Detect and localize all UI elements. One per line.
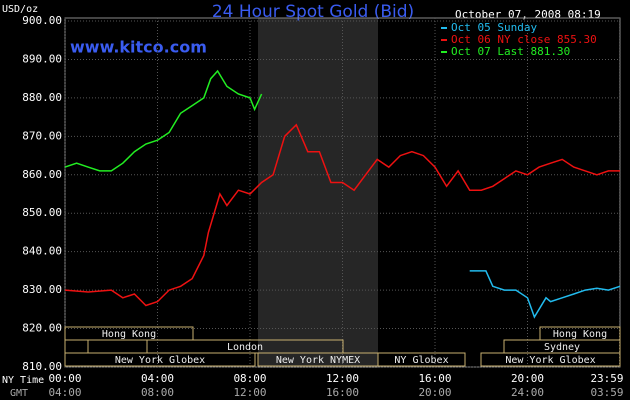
x-tick-label: 12:00 <box>326 372 359 385</box>
timestamp: October 07, 2008 08:19 <box>455 8 601 21</box>
y-tick-label: 850.00 <box>22 206 62 219</box>
session-label: New York Globex <box>115 355 205 366</box>
x-row-label: NY Time <box>2 375 44 386</box>
y-tick-label: 880.00 <box>22 91 62 104</box>
y-tick-label: 900.00 <box>22 14 62 27</box>
x-tick-label: 00:00 <box>48 372 81 385</box>
y-tick-label: 840.00 <box>22 245 62 258</box>
series-line <box>64 123 620 307</box>
gmt-tick-label: 20:00 <box>418 386 451 399</box>
gmt-tick-label: 12:00 <box>233 386 266 399</box>
legend-label: Oct 07 Last 881.30 <box>451 45 570 58</box>
x-row-label: GMT <box>10 388 28 399</box>
session-label: Sydney <box>544 342 580 353</box>
closed-band <box>258 18 378 368</box>
gmt-tick-label: 04:00 <box>48 386 81 399</box>
session-label: NY Globex <box>394 355 448 366</box>
session-label: New York Globex <box>505 355 595 366</box>
x-tick-label: 20:00 <box>511 372 544 385</box>
x-tick-label: 04:00 <box>141 372 174 385</box>
gmt-tick-label: 03:59 <box>590 386 623 399</box>
legend-label: Oct 05 Sunday <box>451 21 537 34</box>
x-tick-label: 08:00 <box>233 372 266 385</box>
site: www.kitco.com <box>70 38 207 57</box>
gmt-tick-label: 24:00 <box>511 386 544 399</box>
y-tick-label: 890.00 <box>22 52 62 65</box>
session-label: Hong Kong <box>553 329 607 340</box>
gmt-tick-label: 16:00 <box>326 386 359 399</box>
session-label: London <box>227 342 263 353</box>
session-box <box>64 326 194 341</box>
session-box <box>64 339 89 354</box>
legend-label: Oct 06 NY close 855.30 <box>451 33 597 46</box>
session-box <box>377 352 466 367</box>
y-tick-label: 860.00 <box>22 168 62 181</box>
x-tick-label: 16:00 <box>418 372 451 385</box>
session-label: Hong Kong <box>102 329 156 340</box>
session-label: New York NYMEX <box>276 355 360 366</box>
session-box <box>64 352 256 367</box>
y-axis-label: USD/oz <box>2 4 38 15</box>
y-tick-label: 820.00 <box>22 322 62 335</box>
y-tick-label: 810.00 <box>22 360 62 373</box>
chart-title: 24 Hour Spot Gold (Bid) <box>212 2 414 22</box>
gmt-tick-label: 08:00 <box>141 386 174 399</box>
series-line <box>64 69 263 172</box>
series-line <box>469 270 621 319</box>
y-tick-label: 870.00 <box>22 129 62 142</box>
y-tick-label: 830.00 <box>22 283 62 296</box>
session-box <box>480 352 621 367</box>
x-tick-label: 23:59 <box>590 372 623 385</box>
